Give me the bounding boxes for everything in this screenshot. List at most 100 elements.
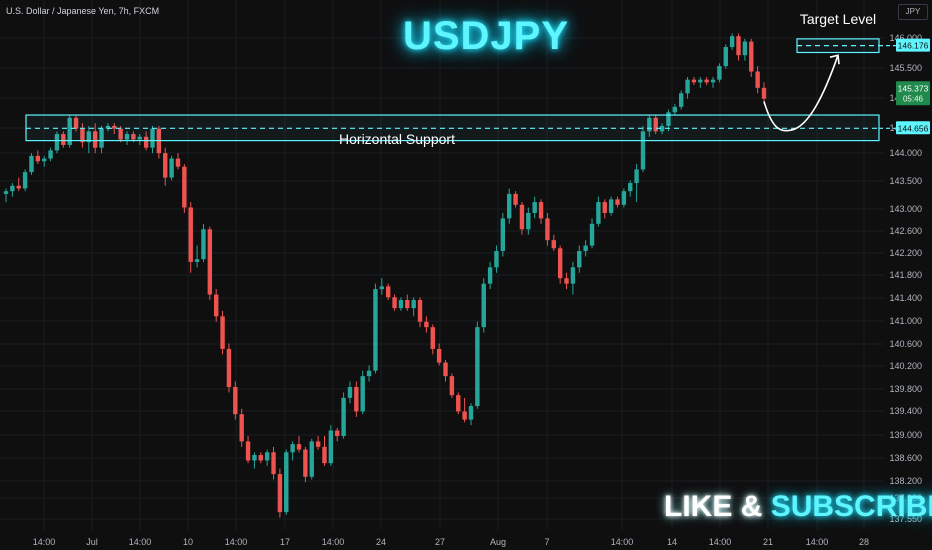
time-tick-label: 14:00: [709, 537, 732, 547]
candle-up: [621, 191, 627, 205]
candle-down: [417, 299, 423, 322]
candle-up: [29, 155, 34, 173]
time-axis[interactable]: 14:00 Jul 14:00 10 14:00 17 14:00 24 27 Aug 7 14:00…: [0, 530, 932, 550]
candle-down: [303, 449, 308, 477]
time-tick-label: 7: [544, 537, 549, 547]
price-tick-label: 139.800: [889, 384, 922, 394]
price-axis[interactable]: 146.000145.500145.000144.500144.000143.5…: [886, 0, 932, 530]
price-tick-label: 137.550: [889, 514, 922, 524]
candle-down: [538, 202, 544, 219]
price-tick-label: 141.400: [889, 293, 922, 303]
candle-up: [252, 455, 257, 461]
candle-up: [360, 376, 365, 412]
candle-up: [678, 93, 684, 107]
candle-up: [494, 251, 499, 268]
candle-down: [245, 441, 251, 461]
candle-down: [385, 286, 391, 298]
candle-down: [61, 134, 66, 145]
candle-up: [468, 406, 474, 420]
time-tick-label: 27: [435, 537, 445, 547]
candle-up: [710, 79, 716, 83]
candle-down: [188, 207, 193, 262]
chart-title: USDJPY: [402, 14, 570, 58]
candle-down: [551, 240, 556, 249]
candle-up: [666, 112, 671, 126]
candle-down: [749, 41, 754, 72]
candle-down: [424, 321, 429, 328]
candle-down: [456, 395, 461, 412]
candle-down: [80, 128, 85, 143]
candle-up: [3, 191, 9, 194]
price-tick-label: 144.000: [889, 148, 922, 158]
symbol-header[interactable]: U.S. Dollar / Japanese Yen, 7h, FXCM: [6, 6, 160, 16]
price-tick-label: 137.900: [889, 493, 922, 503]
candle-down: [277, 474, 283, 513]
candle-down: [220, 316, 225, 349]
countdown-label: 05:46: [903, 94, 924, 103]
candle-up: [411, 299, 416, 309]
candle-up: [99, 128, 104, 148]
time-tick-label: 14:00: [129, 537, 152, 547]
candle-up: [137, 136, 142, 140]
candle-down: [143, 136, 149, 148]
candle-up: [589, 223, 595, 246]
candle-down: [653, 117, 658, 132]
candle-up: [577, 251, 582, 268]
candle-up: [347, 387, 353, 398]
time-tick-label: 17: [280, 537, 290, 547]
price-tick-label: 140.200: [889, 361, 922, 371]
candle-up: [10, 185, 15, 192]
candle-up: [124, 134, 130, 140]
time-tick-label: Jul: [86, 537, 98, 547]
candle-down: [182, 166, 187, 208]
candle-down: [564, 278, 569, 284]
candle-up: [22, 172, 28, 189]
candle-down: [615, 199, 620, 205]
candle-up: [284, 452, 289, 513]
time-tick-label: 14:00: [33, 537, 56, 547]
candle-down: [233, 387, 238, 415]
candle-up: [487, 267, 493, 284]
like-subscribe-banner: LIKE & SUBSCRIBE: [664, 490, 932, 524]
candle-down: [354, 387, 359, 412]
price-tick-label: 138.600: [889, 453, 922, 463]
support-label: Horizontal Support: [339, 131, 455, 147]
time-tick-label: 14:00: [611, 537, 634, 547]
time-axis-bg: [0, 530, 932, 550]
candle-up: [717, 66, 722, 80]
candle-up: [366, 370, 372, 377]
current-price-label: 145.373: [898, 83, 929, 93]
candle-down: [92, 131, 98, 148]
cta-like: LIKE: [664, 490, 733, 523]
target-price-label: 146.176: [898, 41, 929, 51]
candle-down: [322, 446, 327, 464]
candle-up: [105, 125, 111, 129]
candle-down: [214, 294, 219, 317]
candle-down: [557, 248, 563, 279]
candle-down: [112, 125, 117, 129]
candle-down: [175, 158, 181, 167]
candle-up: [723, 47, 728, 67]
candle-up: [201, 229, 206, 260]
price-tick-label: 145.500: [889, 63, 922, 73]
candle-up: [398, 299, 404, 309]
time-tick-label: Aug: [490, 537, 506, 547]
price-tick-label: 140.600: [889, 339, 922, 349]
candle-down: [271, 452, 276, 475]
candle-up: [150, 128, 155, 148]
candle-down: [239, 414, 244, 442]
price-tick-label: 143.500: [889, 176, 922, 186]
candle-down: [315, 441, 321, 447]
time-tick-label: 28: [859, 537, 869, 547]
price-tick-label: 138.200: [889, 476, 922, 486]
candle-up: [526, 212, 531, 230]
cta-amp: &: [740, 490, 763, 523]
time-tick-label: 14:00: [806, 537, 829, 547]
candle-down: [73, 117, 79, 129]
currency-badge[interactable]: JPY: [898, 4, 928, 20]
candle-down: [258, 455, 263, 461]
candle-up: [54, 134, 60, 151]
